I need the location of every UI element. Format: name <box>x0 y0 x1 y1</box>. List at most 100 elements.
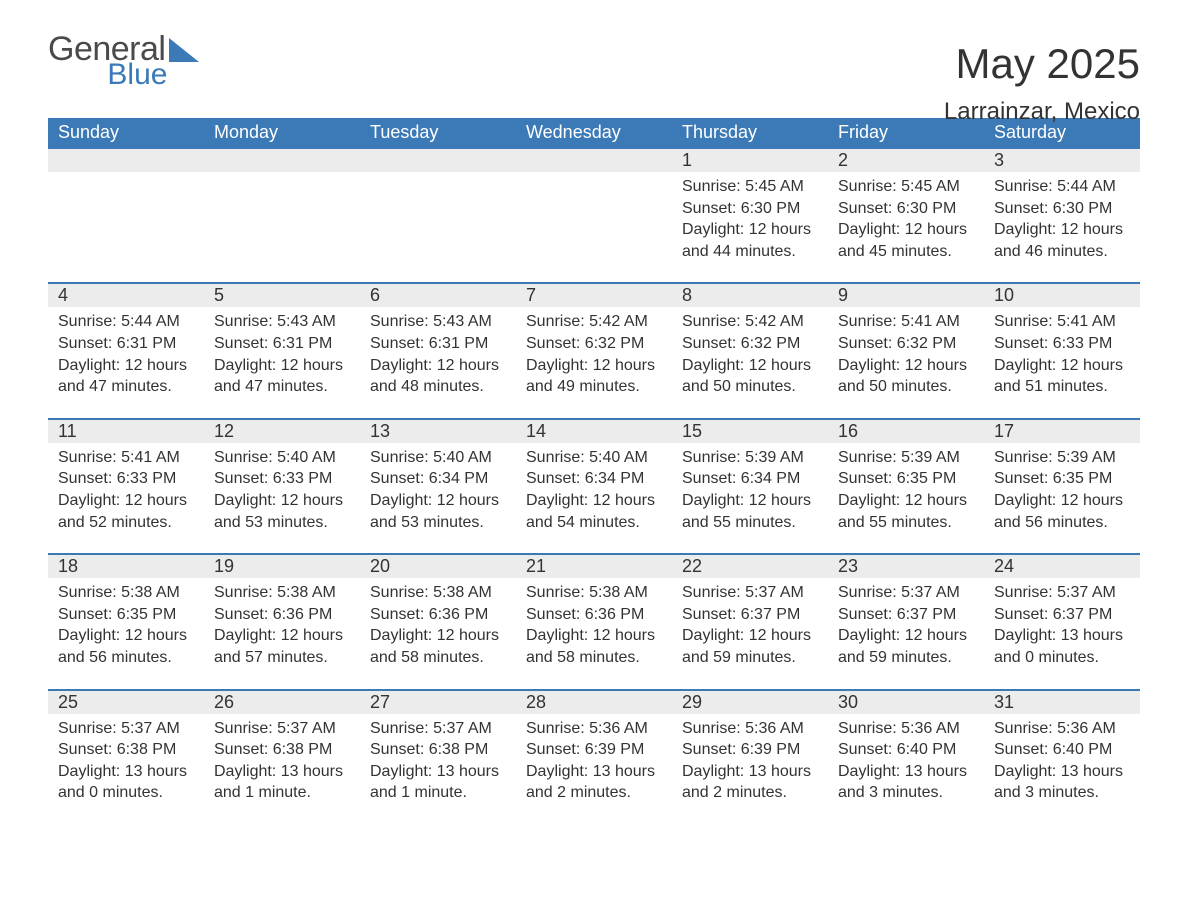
day-dl1: Daylight: 12 hours <box>214 490 350 512</box>
day-number: 9 <box>828 284 984 307</box>
day-sunset: Sunset: 6:38 PM <box>58 739 194 761</box>
day-content: Sunrise: 5:41 AMSunset: 6:33 PMDaylight:… <box>48 443 204 553</box>
day-sunrise: Sunrise: 5:38 AM <box>526 582 662 604</box>
day-number: 4 <box>48 284 204 307</box>
day-sunrise: Sunrise: 5:38 AM <box>370 582 506 604</box>
calendar-day-cell: 2Sunrise: 5:45 AMSunset: 6:30 PMDaylight… <box>828 148 984 283</box>
day-content: Sunrise: 5:38 AMSunset: 6:36 PMDaylight:… <box>204 578 360 688</box>
day-dl1: Daylight: 12 hours <box>994 355 1130 377</box>
day-sunrise: Sunrise: 5:42 AM <box>526 311 662 333</box>
day-sunset: Sunset: 6:34 PM <box>370 468 506 490</box>
day-sunrise: Sunrise: 5:36 AM <box>526 718 662 740</box>
day-dl2: and 55 minutes. <box>682 512 818 534</box>
weekday-header: Sunday <box>48 118 204 148</box>
calendar-day-cell: 24Sunrise: 5:37 AMSunset: 6:37 PMDayligh… <box>984 554 1140 689</box>
calendar-week-row: 18Sunrise: 5:38 AMSunset: 6:35 PMDayligh… <box>48 554 1140 689</box>
day-sunrise: Sunrise: 5:38 AM <box>214 582 350 604</box>
day-sunrise: Sunrise: 5:43 AM <box>370 311 506 333</box>
calendar-day-cell <box>516 148 672 283</box>
day-number: 25 <box>48 691 204 714</box>
calendar-day-cell: 4Sunrise: 5:44 AMSunset: 6:31 PMDaylight… <box>48 283 204 418</box>
day-number: 27 <box>360 691 516 714</box>
day-content: Sunrise: 5:36 AMSunset: 6:40 PMDaylight:… <box>828 714 984 824</box>
day-content: Sunrise: 5:43 AMSunset: 6:31 PMDaylight:… <box>360 307 516 417</box>
calendar-day-cell: 23Sunrise: 5:37 AMSunset: 6:37 PMDayligh… <box>828 554 984 689</box>
calendar-day-cell: 7Sunrise: 5:42 AMSunset: 6:32 PMDaylight… <box>516 283 672 418</box>
day-content: Sunrise: 5:39 AMSunset: 6:35 PMDaylight:… <box>828 443 984 553</box>
calendar-day-cell: 9Sunrise: 5:41 AMSunset: 6:32 PMDaylight… <box>828 283 984 418</box>
day-number-bar-empty <box>360 149 516 172</box>
day-dl2: and 47 minutes. <box>58 376 194 398</box>
day-dl2: and 56 minutes. <box>58 647 194 669</box>
day-sunrise: Sunrise: 5:36 AM <box>682 718 818 740</box>
calendar-day-cell: 6Sunrise: 5:43 AMSunset: 6:31 PMDaylight… <box>360 283 516 418</box>
calendar-day-cell: 27Sunrise: 5:37 AMSunset: 6:38 PMDayligh… <box>360 690 516 824</box>
day-dl2: and 55 minutes. <box>838 512 974 534</box>
logo-text: General Blue <box>48 32 165 90</box>
day-dl1: Daylight: 12 hours <box>370 625 506 647</box>
day-number: 16 <box>828 420 984 443</box>
weekday-header: Monday <box>204 118 360 148</box>
day-dl1: Daylight: 12 hours <box>838 219 974 241</box>
day-number: 5 <box>204 284 360 307</box>
day-number: 3 <box>984 149 1140 172</box>
day-dl2: and 46 minutes. <box>994 241 1130 263</box>
day-sunset: Sunset: 6:36 PM <box>526 604 662 626</box>
calendar-table: SundayMondayTuesdayWednesdayThursdayFrid… <box>48 118 1140 824</box>
day-content: Sunrise: 5:38 AMSunset: 6:36 PMDaylight:… <box>516 578 672 688</box>
day-number: 23 <box>828 555 984 578</box>
calendar-day-cell: 17Sunrise: 5:39 AMSunset: 6:35 PMDayligh… <box>984 419 1140 554</box>
day-dl1: Daylight: 12 hours <box>214 625 350 647</box>
day-number: 28 <box>516 691 672 714</box>
day-sunset: Sunset: 6:38 PM <box>370 739 506 761</box>
day-number: 21 <box>516 555 672 578</box>
day-dl2: and 54 minutes. <box>526 512 662 534</box>
day-sunrise: Sunrise: 5:37 AM <box>994 582 1130 604</box>
day-sunset: Sunset: 6:32 PM <box>838 333 974 355</box>
day-dl1: Daylight: 12 hours <box>526 355 662 377</box>
day-number: 2 <box>828 149 984 172</box>
day-sunset: Sunset: 6:39 PM <box>682 739 818 761</box>
day-sunrise: Sunrise: 5:37 AM <box>58 718 194 740</box>
day-sunrise: Sunrise: 5:37 AM <box>838 582 974 604</box>
day-content-empty <box>516 172 672 282</box>
calendar-day-cell: 1Sunrise: 5:45 AMSunset: 6:30 PMDaylight… <box>672 148 828 283</box>
day-content: Sunrise: 5:41 AMSunset: 6:32 PMDaylight:… <box>828 307 984 417</box>
day-dl1: Daylight: 12 hours <box>58 490 194 512</box>
day-content: Sunrise: 5:36 AMSunset: 6:39 PMDaylight:… <box>672 714 828 824</box>
day-number: 20 <box>360 555 516 578</box>
day-dl1: Daylight: 12 hours <box>370 355 506 377</box>
day-sunrise: Sunrise: 5:39 AM <box>838 447 974 469</box>
day-number: 29 <box>672 691 828 714</box>
day-dl1: Daylight: 12 hours <box>682 219 818 241</box>
weekday-header: Tuesday <box>360 118 516 148</box>
day-sunrise: Sunrise: 5:39 AM <box>994 447 1130 469</box>
day-sunset: Sunset: 6:34 PM <box>682 468 818 490</box>
day-content: Sunrise: 5:45 AMSunset: 6:30 PMDaylight:… <box>672 172 828 282</box>
day-sunset: Sunset: 6:40 PM <box>838 739 974 761</box>
day-dl2: and 49 minutes. <box>526 376 662 398</box>
day-sunrise: Sunrise: 5:36 AM <box>838 718 974 740</box>
day-number: 19 <box>204 555 360 578</box>
day-sunset: Sunset: 6:35 PM <box>994 468 1130 490</box>
day-content-empty <box>360 172 516 282</box>
day-sunset: Sunset: 6:37 PM <box>838 604 974 626</box>
day-content: Sunrise: 5:39 AMSunset: 6:34 PMDaylight:… <box>672 443 828 553</box>
day-sunrise: Sunrise: 5:36 AM <box>994 718 1130 740</box>
day-dl2: and 59 minutes. <box>682 647 818 669</box>
day-sunset: Sunset: 6:32 PM <box>682 333 818 355</box>
day-dl1: Daylight: 12 hours <box>58 355 194 377</box>
day-sunset: Sunset: 6:30 PM <box>994 198 1130 220</box>
day-sunset: Sunset: 6:32 PM <box>526 333 662 355</box>
day-content: Sunrise: 5:42 AMSunset: 6:32 PMDaylight:… <box>672 307 828 417</box>
day-dl2: and 3 minutes. <box>838 782 974 804</box>
calendar-day-cell <box>360 148 516 283</box>
day-content: Sunrise: 5:40 AMSunset: 6:34 PMDaylight:… <box>360 443 516 553</box>
day-content: Sunrise: 5:38 AMSunset: 6:36 PMDaylight:… <box>360 578 516 688</box>
page-header: May 2025 Larrainzar, Mexico <box>944 40 1140 126</box>
calendar-day-cell: 18Sunrise: 5:38 AMSunset: 6:35 PMDayligh… <box>48 554 204 689</box>
calendar-day-cell: 5Sunrise: 5:43 AMSunset: 6:31 PMDaylight… <box>204 283 360 418</box>
calendar-day-cell: 26Sunrise: 5:37 AMSunset: 6:38 PMDayligh… <box>204 690 360 824</box>
day-number: 1 <box>672 149 828 172</box>
day-sunset: Sunset: 6:36 PM <box>214 604 350 626</box>
